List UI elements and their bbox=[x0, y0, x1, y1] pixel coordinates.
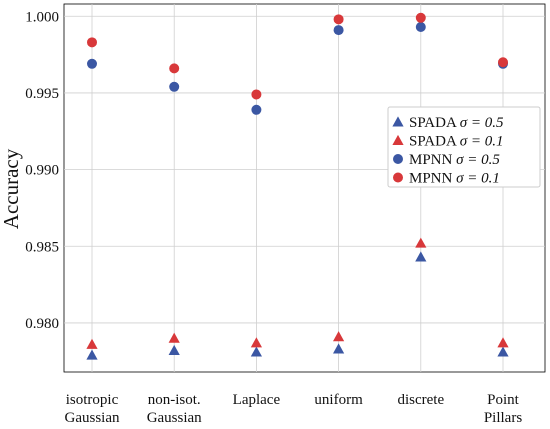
legend-marker bbox=[393, 172, 403, 183]
legend-box bbox=[387, 106, 541, 188]
y-tick-label: 0.995 bbox=[25, 86, 59, 102]
spada-point bbox=[86, 338, 98, 349]
y-tick-label: 0.985 bbox=[25, 239, 59, 255]
spada-point bbox=[415, 251, 427, 262]
y-tick-label: 0.990 bbox=[25, 163, 59, 179]
legend-marker bbox=[392, 116, 404, 127]
spada-point bbox=[250, 337, 262, 348]
x-tick-label: Point bbox=[487, 392, 520, 408]
mpnn-point bbox=[333, 14, 344, 25]
x-tick-label: Pillars bbox=[484, 410, 522, 426]
y-axis-title: Accuracy bbox=[0, 148, 23, 229]
x-tick-labels: isotropic Gaussian non-isot. Gaussian Laplac… bbox=[65, 392, 523, 426]
x-tick-label: non-isot. bbox=[148, 392, 201, 408]
spada-point bbox=[497, 346, 509, 357]
spada-point bbox=[86, 349, 98, 360]
spada-point bbox=[250, 346, 262, 357]
spada-point bbox=[497, 337, 509, 348]
x-tick-label: Laplace bbox=[233, 392, 281, 408]
mpnn-point bbox=[251, 104, 262, 115]
mpnn-point bbox=[415, 22, 426, 32]
legend-entry: MPNN σ = 0.5 bbox=[409, 152, 500, 168]
x-tick-label: discrete bbox=[397, 392, 444, 408]
spada-point bbox=[415, 237, 427, 248]
x-tick-label: uniform bbox=[314, 392, 363, 408]
legend: SPADA σ = 0.5 SPADA σ = 0.1 MPNN σ = 0.5 MP… bbox=[387, 106, 541, 188]
mpnn-point bbox=[169, 63, 180, 74]
legend-entry: SPADA σ = 0.1 bbox=[409, 134, 504, 150]
legend-marker bbox=[393, 154, 403, 164]
spada-point bbox=[333, 331, 345, 342]
y-tick-labels: 0.980 0.985 0.990 0.995 1.000 bbox=[25, 9, 59, 332]
spada-point bbox=[333, 343, 345, 354]
mpnn-point bbox=[169, 81, 180, 92]
plot-area bbox=[63, 3, 546, 373]
mpnn-point bbox=[251, 89, 262, 100]
mpnn-point bbox=[87, 58, 97, 69]
mpnn-point bbox=[415, 12, 426, 23]
x-tick-label: isotropic bbox=[66, 392, 119, 408]
x-tick-label: Gaussian bbox=[65, 410, 120, 426]
legend-entry: SPADA σ = 0.5 bbox=[409, 115, 504, 131]
mpnn-point bbox=[87, 37, 97, 48]
legend-marker bbox=[392, 134, 404, 145]
x-tick-label: Gaussian bbox=[147, 410, 202, 426]
spada-point bbox=[168, 332, 180, 343]
y-tick-label: 0.980 bbox=[25, 316, 59, 332]
data-points bbox=[86, 12, 509, 360]
mpnn-point bbox=[333, 25, 344, 36]
y-tick-label: 1.000 bbox=[25, 9, 59, 25]
mpnn-point bbox=[498, 57, 508, 68]
spada-point bbox=[168, 344, 180, 356]
legend-entry: MPNN σ = 0.1 bbox=[409, 171, 500, 187]
